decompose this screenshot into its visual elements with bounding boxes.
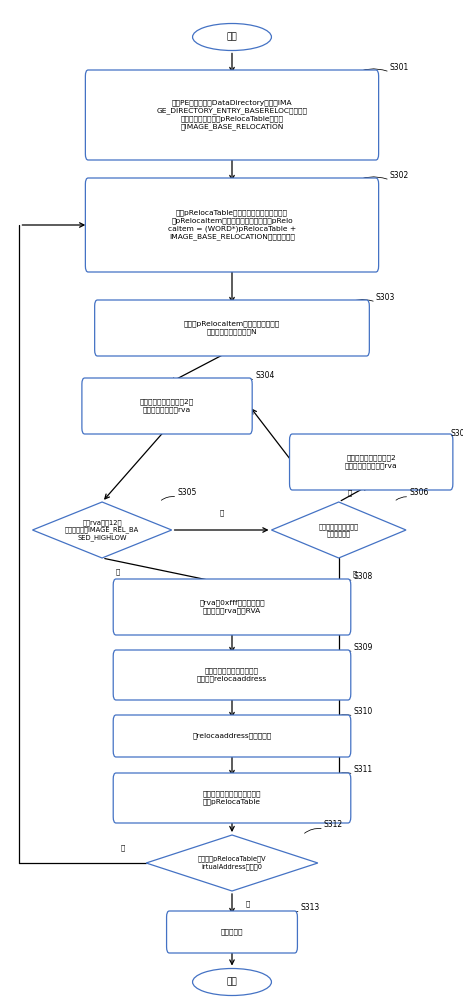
- Text: S310: S310: [353, 707, 372, 716]
- Text: 对relocaaddress进行重定位: 对relocaaddress进行重定位: [192, 733, 271, 739]
- Text: 读取第一个重定位项的2个
字节的数据标记为rva: 读取第一个重定位项的2个 字节的数据标记为rva: [140, 399, 194, 413]
- Text: S301: S301: [389, 63, 408, 72]
- FancyBboxPatch shape: [85, 178, 378, 272]
- FancyBboxPatch shape: [85, 70, 378, 160]
- Text: 结束: 结束: [226, 978, 237, 986]
- Polygon shape: [32, 502, 171, 558]
- Text: 获取需要进行重定位的地址
，标记为relocaaddress: 获取需要进行重定位的地址 ，标记为relocaaddress: [196, 668, 267, 682]
- Polygon shape: [271, 502, 405, 558]
- Text: 将rva和0xfff进行与运算，
结果赋值给rva的到RVA: 将rva和0xfff进行与运算， 结果赋值给rva的到RVA: [199, 600, 264, 614]
- Text: S311: S311: [353, 765, 372, 774]
- Text: 计算出pRelocaItem重定位表项中有多
少个重定位项，标记为N: 计算出pRelocaItem重定位表项中有多 少个重定位项，标记为N: [183, 321, 280, 335]
- Text: 判断rva右移12位
结果是否等于IMAGE_REL_BA
SED_HIGHLOW: 判断rva右移12位 结果是否等于IMAGE_REL_BA SED_HIGHLO…: [65, 519, 139, 541]
- Text: S303: S303: [375, 293, 394, 302]
- Text: 否: 否: [120, 844, 125, 851]
- Text: S309: S309: [353, 643, 372, 652]
- Text: 判断下一个重定位项是
否为最后一位: 判断下一个重定位项是 否为最后一位: [318, 523, 358, 537]
- Text: 判断新的pRelocaTable的V
irtualAddress是否为0: 判断新的pRelocaTable的V irtualAddress是否为0: [197, 856, 266, 870]
- Text: 是: 是: [352, 571, 356, 577]
- Text: S305: S305: [177, 488, 196, 497]
- Text: 计算新的重定位表地址，并复
制到pRelocaTable: 计算新的重定位表地址，并复 制到pRelocaTable: [202, 791, 261, 805]
- FancyBboxPatch shape: [113, 579, 350, 635]
- FancyBboxPatch shape: [113, 773, 350, 823]
- FancyBboxPatch shape: [166, 911, 297, 953]
- Text: S302: S302: [389, 171, 408, 180]
- Ellipse shape: [192, 968, 271, 996]
- Text: 是: 是: [245, 901, 250, 907]
- Text: 读取下一个重定位项的2
个字节的数据标记为rva: 读取下一个重定位项的2 个字节的数据标记为rva: [344, 455, 397, 469]
- Text: 结束重定位: 结束重定位: [220, 929, 243, 935]
- Text: S312: S312: [323, 820, 342, 829]
- FancyBboxPatch shape: [289, 434, 452, 490]
- Ellipse shape: [192, 23, 271, 50]
- Text: S306: S306: [408, 488, 428, 497]
- Text: S307: S307: [449, 429, 463, 438]
- Text: S308: S308: [353, 572, 372, 581]
- Text: S313: S313: [300, 903, 319, 912]
- Text: 是: 是: [116, 568, 120, 575]
- Text: 否: 否: [219, 509, 223, 516]
- Text: 否: 否: [347, 490, 351, 496]
- FancyBboxPatch shape: [113, 650, 350, 700]
- FancyBboxPatch shape: [82, 378, 252, 434]
- Text: 开始: 开始: [226, 32, 237, 41]
- Text: S304: S304: [255, 371, 274, 380]
- Text: 通过PE可选头中的DataDirectory数组中IMA
GE_DIRECTORY_ENTRY_BASERELOC项获取重
定位表地址，标记为pRelocaTa: 通过PE可选头中的DataDirectory数组中IMA GE_DIRECTOR…: [156, 100, 307, 130]
- Text: 根据pRelocaTable获取重定位表项地址，标记
为pRelocaItem，其中两者的对应关系为pRelo
caItem = (WORD*)pRelocaT: 根据pRelocaTable获取重定位表项地址，标记 为pRelocaItem，…: [168, 210, 295, 240]
- FancyBboxPatch shape: [113, 715, 350, 757]
- Polygon shape: [146, 835, 317, 891]
- FancyBboxPatch shape: [94, 300, 369, 356]
